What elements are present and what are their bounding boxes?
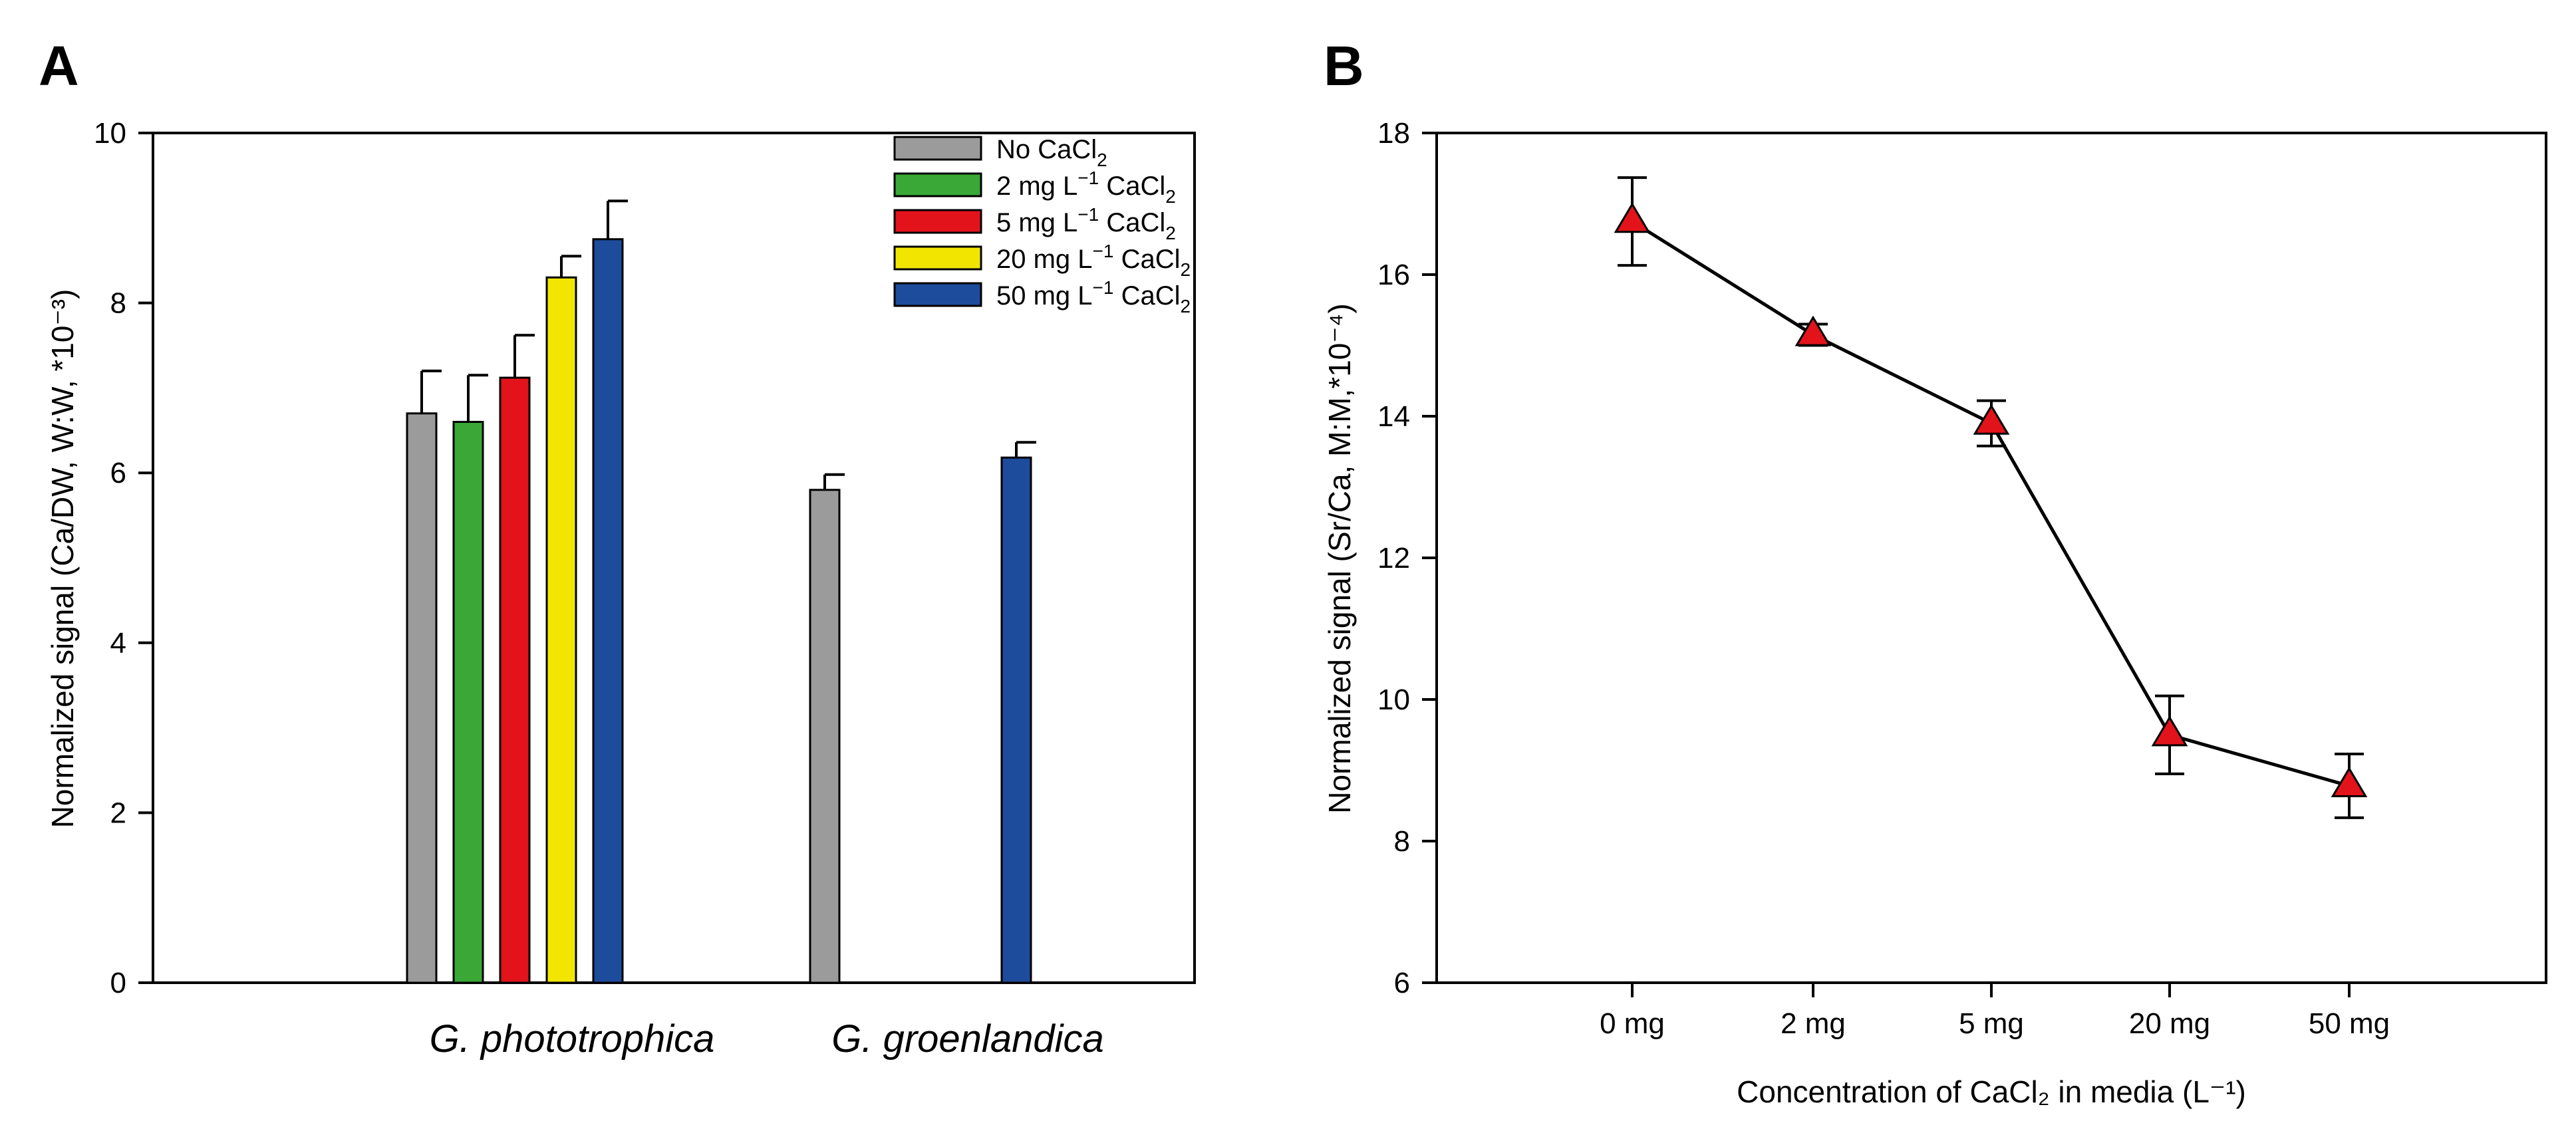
y-tick-label: 8 (110, 287, 126, 320)
panel-a-label: A (39, 35, 79, 97)
y-tick-label: 10 (94, 117, 126, 150)
legend-label: 20 mg L−1 CaCl2 (996, 241, 1191, 280)
chart-b-x-axis-label: Concentration of CaCl₂ in media (L⁻¹) (1737, 1074, 2246, 1109)
legend-swatch (893, 282, 982, 307)
chart-a-frame (152, 132, 1196, 984)
data-point-triangle (2331, 766, 2368, 798)
y-tick-label: 18 (1377, 117, 1410, 150)
chart-b-frame (1435, 132, 2547, 984)
bar (809, 489, 841, 984)
y-tick-label: 8 (1394, 825, 1410, 858)
y-tick-label: 0 (110, 967, 126, 999)
data-point-triangle (1973, 404, 2010, 435)
panel-b-label: B (1324, 35, 1364, 97)
y-tick-label: 6 (110, 457, 126, 489)
y-tick-label: 14 (1377, 400, 1410, 433)
bar (452, 421, 484, 984)
y-tick-label: 6 (1394, 967, 1410, 999)
y-tick-label: 4 (110, 627, 126, 660)
bar (1000, 456, 1032, 984)
legend-label: 5 mg L−1 CaCl2 (996, 204, 1176, 243)
y-tick-label: 12 (1377, 542, 1410, 574)
chart-a: 0 2 4 6 8 10 Normalized signal (Ca/DW, W:W, *… (45, 117, 1196, 1061)
y-tick-label: 10 (1377, 684, 1410, 716)
x-tick-label: 2 mg (1781, 1007, 1846, 1040)
legend-swatch (893, 136, 982, 161)
legend-swatch (893, 172, 982, 197)
legend-swatch (893, 245, 982, 271)
legend-label: No CaCl2 (996, 135, 1107, 170)
category-label-groenlandica: G. groenlandica (831, 1017, 1103, 1061)
x-tick-label: 0 mg (1600, 1007, 1665, 1040)
series-line (1631, 220, 2350, 788)
x-tick-label: 50 mg (2309, 1007, 2390, 1040)
chart-b-y-axis-label: Normalized signal (Sr/Ca, M:M,*10⁻⁴) (1322, 303, 1357, 813)
bar (406, 412, 438, 984)
bar (592, 238, 624, 984)
y-tick-label: 16 (1377, 259, 1410, 291)
legend-swatch (893, 209, 982, 234)
data-point-triangle (2151, 715, 2188, 747)
x-tick-label: 20 mg (2129, 1007, 2210, 1040)
chart-a-y-axis-label: Normalized signal (Ca/DW, W:W, *10⁻³) (45, 289, 80, 828)
bar (545, 276, 577, 984)
legend-label: 50 mg L−1 CaCl2 (996, 277, 1191, 316)
bar (499, 376, 531, 984)
data-point-triangle (1614, 202, 1651, 233)
y-tick-label: 2 (110, 797, 126, 829)
category-label-phototrophica: G. phototrophica (430, 1017, 715, 1061)
x-tick-label: 5 mg (1959, 1007, 2024, 1040)
legend-label: 2 mg L−1 CaCl2 (996, 168, 1176, 207)
chart-b: 6 8 10 12 14 16 18 0 mg 2 mg 5 mg 20 mg 50 mg Norma… (1322, 117, 2547, 1109)
data-point-triangle (1794, 315, 1832, 346)
